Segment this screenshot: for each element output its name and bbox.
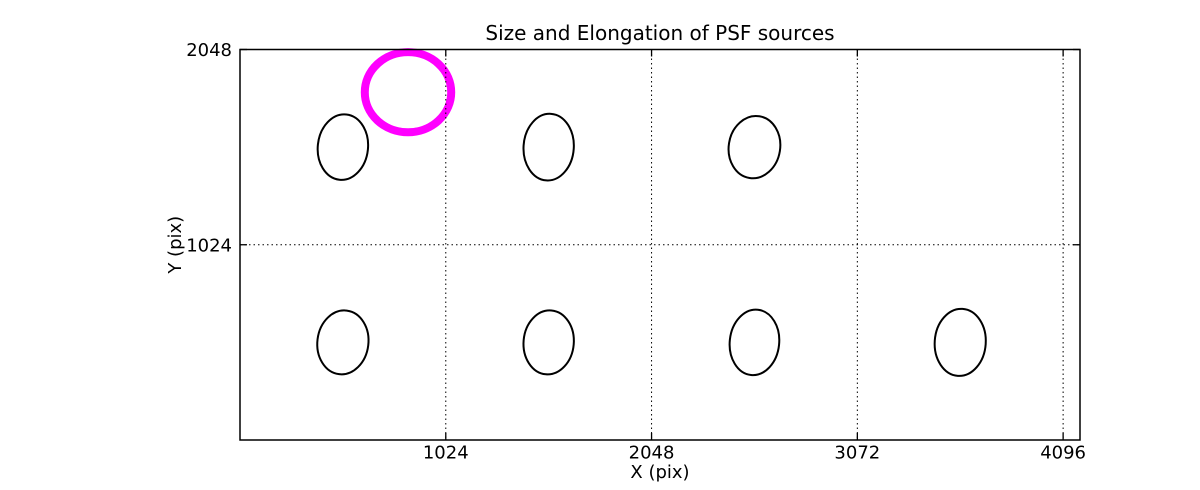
psf-sources-group [316,112,987,377]
x-tick-label-4096: 4096 [1040,443,1086,464]
psf-source-ellipse [522,309,575,376]
highlight-group [360,48,456,137]
psf-source-ellipse [728,308,781,377]
psf-source-ellipse [316,113,370,181]
psf-source-ellipse [933,307,987,377]
y-axis-label: Y (pix) [165,216,186,275]
psf-source-ellipse [727,114,782,180]
x-tick-label-1024: 1024 [423,443,469,464]
y-tick-label-1024: 1024 [186,235,232,256]
x-axis-label: X (pix) [630,462,689,483]
x-tick-label-3072: 3072 [834,443,880,464]
plot-title: Size and Elongation of PSF sources [485,21,834,45]
psf-source-ellipse [522,112,575,182]
x-tick-label-2048: 2048 [629,443,675,464]
plot-frame [239,48,1081,441]
psf-source-ellipse [316,309,370,376]
highlight-source-ellipse [360,48,456,137]
tick-labels-group: 1024 2048 3072 4096 1024 2048 [186,40,1086,464]
y-tick-label-2048: 2048 [186,40,232,61]
